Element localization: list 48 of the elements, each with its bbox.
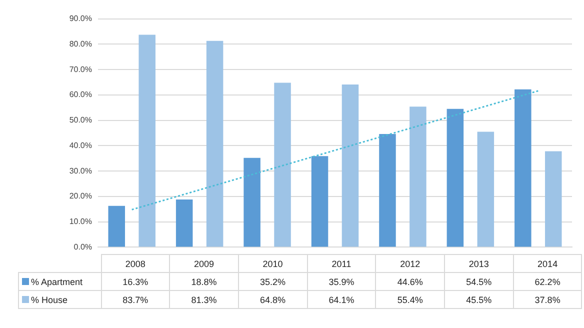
- text: 35.9%: [328, 276, 354, 286]
- x-tick-label: 2009: [170, 254, 238, 272]
- y-tick-label: 20.0%: [69, 192, 92, 201]
- text: 54.5%: [466, 276, 492, 286]
- bar: [108, 206, 125, 247]
- text: 64.8%: [260, 294, 286, 304]
- text: 18.8%: [191, 276, 217, 286]
- bar: [206, 40, 224, 247]
- text: 62.2%: [534, 276, 560, 286]
- x-tick-label: 2014: [513, 254, 582, 272]
- y-tick-label: 60.0%: [69, 90, 92, 100]
- text: 64.1%: [328, 294, 354, 304]
- legend-label: % House: [31, 294, 68, 304]
- x-tick-label: 2010: [238, 254, 308, 272]
- bar: [342, 84, 359, 247]
- text: 45.5%: [466, 294, 492, 304]
- y-tick-label: 50.0%: [69, 116, 92, 125]
- y-tick-label: 70.0%: [69, 64, 92, 74]
- bar: [274, 82, 291, 247]
- bar: [446, 108, 464, 247]
- x-tick-label: 2011: [307, 254, 376, 272]
- text: 44.6%: [397, 276, 423, 286]
- y-tick-label: 80.0%: [69, 39, 92, 48]
- y-tick-label: 10.0%: [69, 217, 92, 226]
- legend-label: % Apartment: [31, 276, 83, 286]
- x-tick-label: 2008: [101, 254, 170, 272]
- bar: [514, 89, 532, 247]
- text: 37.8%: [534, 294, 560, 304]
- text: 55.4%: [397, 294, 423, 304]
- bar: [311, 156, 328, 247]
- bar: [138, 34, 156, 247]
- bar: [410, 106, 426, 247]
- x-tick-label: 2012: [376, 254, 445, 272]
- text: 83.7%: [122, 294, 148, 304]
- y-tick-label: 90.0%: [69, 14, 92, 24]
- bar: [545, 151, 562, 247]
- y-tick-label: 0.0%: [74, 242, 92, 252]
- bar: [176, 199, 193, 247]
- y-tick-label: 40.0%: [69, 140, 92, 150]
- text: 35.2%: [260, 276, 286, 286]
- bar: [244, 158, 260, 247]
- y-tick-label: 30.0%: [69, 166, 92, 176]
- bar: [379, 134, 396, 247]
- line-series: [131, 90, 539, 210]
- x-tick-label: 2013: [444, 254, 514, 272]
- text: 16.3%: [122, 276, 148, 286]
- text: 81.3%: [191, 294, 217, 304]
- bar: [477, 132, 494, 247]
